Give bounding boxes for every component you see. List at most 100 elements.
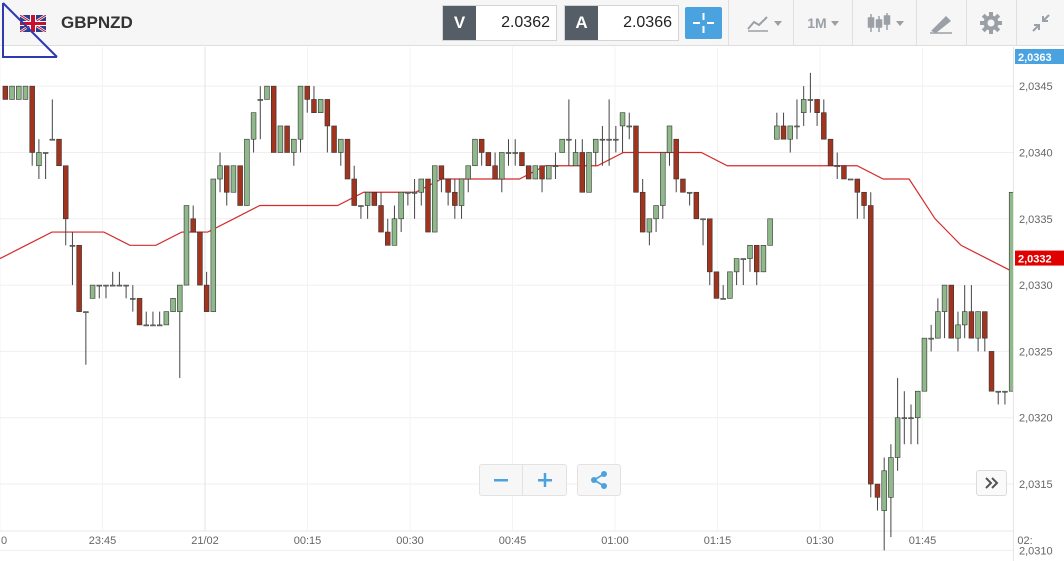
candle <box>800 86 807 126</box>
collapse-icon <box>1032 14 1050 32</box>
candle <box>774 112 780 140</box>
candle-body <box>364 191 371 206</box>
zoom-out-button[interactable] <box>480 465 523 495</box>
candle <box>116 271 123 287</box>
timeframe-button[interactable]: 1M <box>796 0 850 46</box>
toolbar-divider <box>728 0 729 46</box>
candle <box>324 99 331 153</box>
candle <box>579 139 586 193</box>
candle-body <box>686 191 693 194</box>
ask-quote-button[interactable]: A 2.0366 <box>564 5 679 41</box>
candle <box>331 125 337 153</box>
candle <box>868 192 874 498</box>
drawing-tools-button[interactable] <box>918 0 964 46</box>
candle <box>183 205 190 286</box>
candle-body <box>324 99 331 127</box>
candle <box>36 139 42 179</box>
candle-body <box>888 457 894 498</box>
y-tick-label: 2,0310 <box>1019 545 1053 557</box>
candle-body <box>505 152 512 154</box>
candle <box>955 311 961 352</box>
candle-body <box>639 191 646 233</box>
candle-body <box>539 165 545 180</box>
candle <box>431 165 438 233</box>
share-button[interactable] <box>577 464 621 496</box>
candle-body <box>391 218 398 246</box>
candle-body <box>821 112 827 140</box>
candle <box>284 125 290 153</box>
y-tick-label: 2,0320 <box>1019 413 1053 425</box>
candle-body <box>136 298 143 326</box>
candle <box>452 179 458 219</box>
candle <box>411 179 418 219</box>
candle <box>941 284 948 339</box>
candle <box>344 138 351 180</box>
candle-body <box>156 324 163 327</box>
candle <box>244 138 250 206</box>
candle <box>894 377 901 471</box>
candle <box>398 191 404 233</box>
chart-type-button[interactable] <box>736 0 792 46</box>
candlestick-chart[interactable]: 2,0345 2,0340 2,0335 2,0330 2,0325 2,0320 2,03… <box>0 47 1064 561</box>
scroll-to-latest-button[interactable] <box>976 470 1007 496</box>
last-price-tag: 2,0332 <box>1015 250 1064 266</box>
candle <box>291 138 297 166</box>
candle <box>109 271 116 287</box>
bid-quote-button[interactable]: V 2.0362 <box>442 5 557 41</box>
candle-body <box>800 99 807 113</box>
candle <box>63 165 69 246</box>
candle <box>2 85 9 100</box>
candle-body <box>619 112 626 127</box>
candle <box>405 191 411 206</box>
toolbar-divider <box>1016 0 1017 46</box>
candle <box>841 165 847 180</box>
candle <box>89 284 96 299</box>
candle-body <box>834 165 840 168</box>
timeframe-label: 1M <box>807 15 827 31</box>
candle-body <box>76 245 82 312</box>
x-tick-label: 23:45 <box>89 535 117 547</box>
candle-body <box>230 165 237 193</box>
top-price-label: 2,0363 <box>1018 52 1052 64</box>
candle-body <box>894 417 901 458</box>
candle <box>136 298 143 326</box>
candle-body <box>270 85 277 153</box>
candle <box>123 284 129 299</box>
candle <box>197 231 203 286</box>
candle-body <box>338 138 344 153</box>
bid-value: 2.0362 <box>501 14 550 31</box>
candle-body <box>646 218 653 233</box>
candle-body <box>532 165 539 180</box>
candle-body <box>868 205 874 485</box>
candle <box>740 258 747 286</box>
candle-body <box>311 99 317 113</box>
candle <box>230 165 237 193</box>
candle <box>747 245 753 272</box>
candle <box>660 152 666 219</box>
candle-body <box>733 258 740 273</box>
symbol-title[interactable]: GBPNZD <box>61 13 133 32</box>
zoom-in-button[interactable] <box>523 465 566 495</box>
candle-body <box>244 138 250 206</box>
crosshair-button[interactable] <box>685 7 722 39</box>
candle <box>961 285 968 339</box>
candle <box>150 311 156 327</box>
settings-button[interactable] <box>968 0 1014 46</box>
candle <box>56 138 62 167</box>
x-tick-label: 02: <box>1017 535 1032 547</box>
last-price-tag-bg <box>1015 250 1064 266</box>
candle <box>532 165 539 180</box>
candle <box>546 165 552 180</box>
candle-body <box>968 311 975 339</box>
candle-body <box>250 112 257 140</box>
x-tick-label: 00:30 <box>396 535 424 547</box>
candle <box>425 178 431 233</box>
candle-style-button[interactable] <box>857 0 913 46</box>
candle <box>418 178 425 206</box>
candle-body <box>224 165 230 193</box>
candle-body <box>499 152 505 180</box>
candle-body <box>955 324 961 339</box>
candle-body <box>915 390 921 419</box>
collapse-button[interactable] <box>1018 0 1064 46</box>
candle <box>277 125 284 153</box>
